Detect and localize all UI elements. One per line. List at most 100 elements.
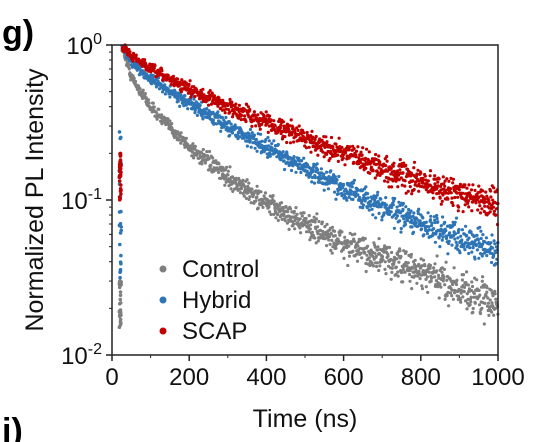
data-point — [117, 169, 122, 173]
data-point — [228, 133, 232, 137]
data-point — [176, 99, 180, 103]
data-point — [446, 197, 450, 201]
data-point — [353, 232, 357, 236]
data-point — [118, 290, 123, 294]
data-point — [463, 248, 467, 252]
data-point — [445, 278, 449, 282]
data-point — [483, 204, 487, 208]
data-point — [378, 173, 382, 177]
data-point — [272, 212, 276, 216]
data-point — [359, 160, 363, 165]
data-point — [334, 197, 338, 201]
data-point — [359, 251, 363, 256]
data-point — [378, 163, 383, 167]
data-point — [168, 119, 172, 123]
data-point — [441, 175, 445, 179]
data-point — [186, 107, 190, 111]
data-point — [239, 186, 244, 191]
data-point — [435, 216, 439, 221]
data-point — [426, 179, 430, 183]
data-point — [195, 113, 199, 117]
data-point — [299, 211, 303, 215]
data-point — [159, 119, 163, 123]
data-point — [324, 135, 328, 139]
data-point — [398, 168, 402, 172]
data-point — [221, 98, 225, 102]
series-control-points — [117, 45, 500, 330]
data-point — [363, 156, 368, 160]
data-point — [276, 142, 280, 147]
data-point — [118, 301, 123, 305]
data-point — [404, 163, 408, 167]
data-point — [443, 220, 447, 224]
data-point — [421, 223, 426, 227]
data-point — [377, 166, 381, 170]
data-point — [466, 201, 470, 205]
data-point — [471, 246, 475, 250]
data-point — [289, 168, 294, 173]
data-point — [310, 129, 314, 133]
data-point — [237, 131, 241, 135]
data-point — [310, 180, 314, 184]
data-point — [363, 250, 367, 254]
data-point — [190, 150, 195, 154]
data-point — [444, 260, 448, 264]
data-point — [485, 194, 489, 198]
data-point — [328, 234, 332, 239]
data-point — [179, 131, 183, 135]
data-point — [217, 162, 221, 166]
data-point — [359, 150, 363, 154]
data-point — [281, 150, 285, 154]
data-point — [170, 122, 174, 126]
data-point — [322, 155, 326, 159]
data-point — [295, 212, 299, 216]
data-point — [176, 77, 180, 81]
data-point — [390, 205, 394, 210]
data-point — [326, 187, 330, 191]
data-point — [188, 98, 192, 102]
data-point — [467, 205, 471, 209]
data-point — [361, 206, 365, 210]
data-point — [302, 211, 306, 215]
data-point — [247, 181, 251, 185]
data-point — [483, 240, 487, 244]
data-point — [411, 230, 416, 234]
data-point — [490, 233, 494, 237]
data-point — [412, 187, 416, 192]
data-point — [477, 256, 481, 260]
data-point — [491, 198, 495, 202]
data-point — [403, 270, 407, 274]
data-point — [472, 243, 476, 247]
data-point — [247, 132, 251, 136]
data-point — [270, 146, 274, 150]
data-point — [200, 151, 204, 155]
x-axis: 0 200 400 600 800 1000 — [105, 355, 525, 391]
data-point — [242, 194, 246, 198]
data-point — [288, 207, 293, 211]
panel-label: g) — [2, 14, 34, 52]
data-point — [294, 170, 298, 174]
data-point — [328, 242, 332, 246]
data-point — [493, 292, 497, 296]
data-point — [424, 188, 428, 192]
data-point — [178, 104, 182, 108]
data-point — [293, 128, 297, 132]
y-tick-label: 100 — [66, 31, 102, 60]
data-point — [266, 135, 270, 140]
data-point — [341, 241, 345, 245]
data-point — [313, 220, 317, 224]
data-point — [457, 188, 461, 192]
data-point — [119, 163, 123, 168]
data-point — [367, 208, 371, 212]
data-point — [217, 170, 221, 175]
series-scap-points — [117, 43, 500, 227]
data-point — [118, 323, 123, 327]
data-point — [255, 149, 259, 153]
data-point — [266, 130, 270, 134]
data-point — [478, 211, 483, 215]
data-point — [223, 183, 227, 187]
data-point — [447, 239, 451, 243]
data-point — [294, 206, 298, 210]
data-point — [118, 279, 122, 284]
